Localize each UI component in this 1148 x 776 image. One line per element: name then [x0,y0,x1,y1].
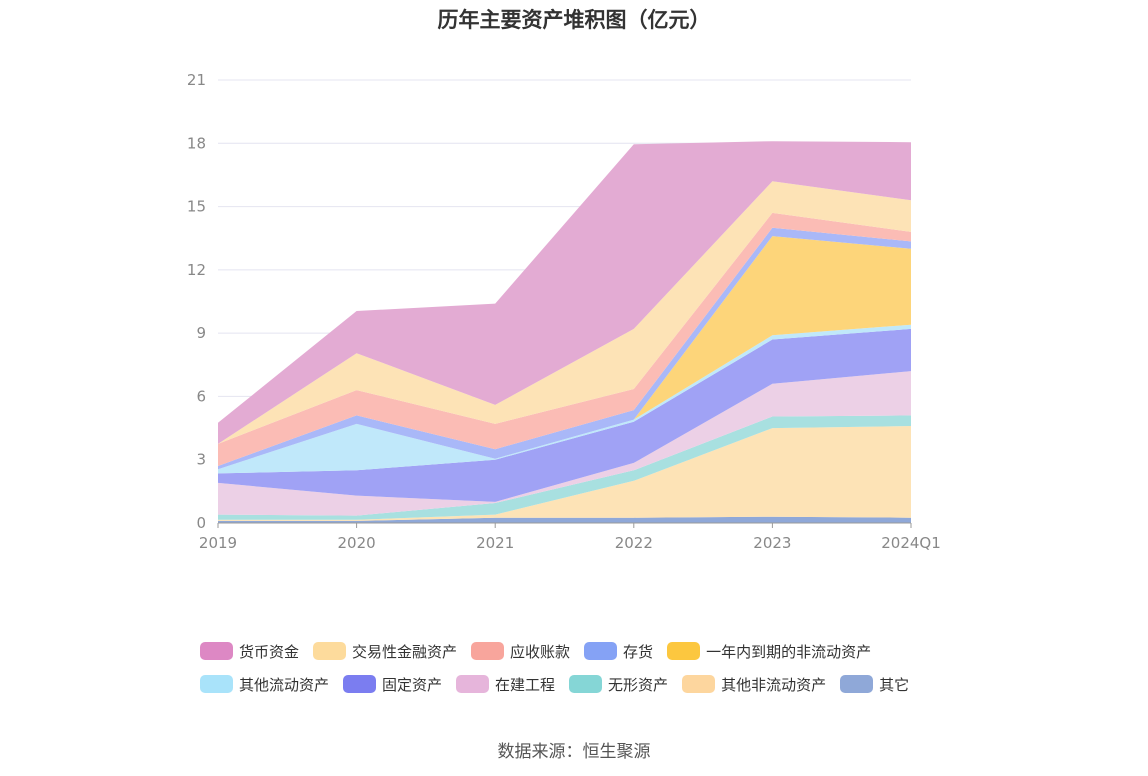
legend-swatch [569,675,603,693]
legend-label: 其他非流动资产 [721,675,827,694]
legend-label: 存货 [623,642,654,661]
chart-title: 历年主要资产堆积图（亿元） [437,8,711,32]
area-series-无形资产 [218,415,911,520]
legend-label: 其它 [879,675,910,694]
legend-item[interactable]: 交易性金融资产 [313,641,457,662]
legend-item[interactable]: 其他流动资产 [200,674,329,695]
area-series-一年内到期的非流动资产 [218,236,911,470]
legend-item[interactable]: 存货 [584,641,653,662]
legend-item[interactable]: 应收账款 [471,641,570,662]
x-tick-label: 2022 [615,534,653,552]
stacked-area-chart: 0 3 6 9 12 15 18 21 2019 2020 2021 2022 2023 2024Q1 [187,71,941,552]
legend-swatch [343,675,377,693]
legend-swatch [200,675,233,693]
legend-item[interactable]: 货币资金 [200,641,299,662]
legend-label: 固定资产 [382,675,443,694]
area-series-交易性金融资产 [218,181,911,444]
source-note: 数据来源：恒生聚源 [497,742,651,762]
y-tick-label: 3 [196,451,206,469]
legend: 货币资金 交易性金融资产 应收账款 存货 一年内到期的非流动资产 其他流动资产 固定资产 在… [200,641,960,707]
area-series-存货 [218,227,911,470]
x-tick-label: 2024Q1 [881,534,941,552]
legend-row-1: 货币资金 交易性金融资产 应收账款 存货 一年内到期的非流动资产 [200,641,960,661]
legend-swatch [313,642,347,660]
area-series-应收账款 [218,212,911,466]
y-tick-label: 9 [196,324,206,342]
legend-swatch [682,675,716,693]
legend-label: 一年内到期的非流动资产 [706,642,872,661]
y-tick-label: 6 [196,387,206,405]
legend-label: 应收账款 [510,642,571,661]
y-tick-label: 15 [187,198,206,216]
y-tick-label: 21 [187,71,206,89]
y-tick-label: 0 [196,514,206,532]
legend-item[interactable]: 一年内到期的非流动资产 [667,641,871,662]
legend-label: 其他流动资产 [239,675,330,694]
legend-item[interactable]: 固定资产 [343,674,442,695]
legend-swatch [471,642,505,660]
legend-swatch [840,675,874,693]
area-series-其他流动资产 [218,324,911,474]
x-tick-label: 2021 [476,534,514,552]
x-tick-label: 2019 [199,534,237,552]
legend-item[interactable]: 其他非流动资产 [682,674,826,695]
legend-swatch [667,642,701,660]
area-layer [218,141,911,523]
legend-label: 交易性金融资产 [352,642,458,661]
legend-label: 货币资金 [239,642,300,661]
y-tick-label: 12 [187,261,206,279]
y-tick-label: 18 [187,134,206,152]
legend-item[interactable]: 无形资产 [569,674,668,695]
x-tick-label: 2023 [753,534,791,552]
legend-item[interactable]: 其它 [840,674,909,695]
legend-swatch [456,675,490,693]
legend-label: 在建工程 [495,675,556,694]
axis-layer: 0 3 6 9 12 15 18 21 2019 2020 2021 2022 2023 2024Q1 [187,71,941,552]
legend-label: 无形资产 [608,675,669,694]
area-series-其它 [218,516,911,523]
legend-row-2: 其他流动资产 固定资产 在建工程 无形资产 其他非流动资产 其它 [200,674,960,694]
area-series-固定资产 [218,328,911,502]
area-series-在建工程 [218,371,911,516]
x-tick-label: 2020 [338,534,376,552]
legend-swatch [584,642,618,660]
area-series-其他非流动资产 [218,426,911,521]
area-series-货币资金 [218,141,911,444]
legend-item[interactable]: 在建工程 [456,674,555,695]
legend-swatch [200,642,233,660]
